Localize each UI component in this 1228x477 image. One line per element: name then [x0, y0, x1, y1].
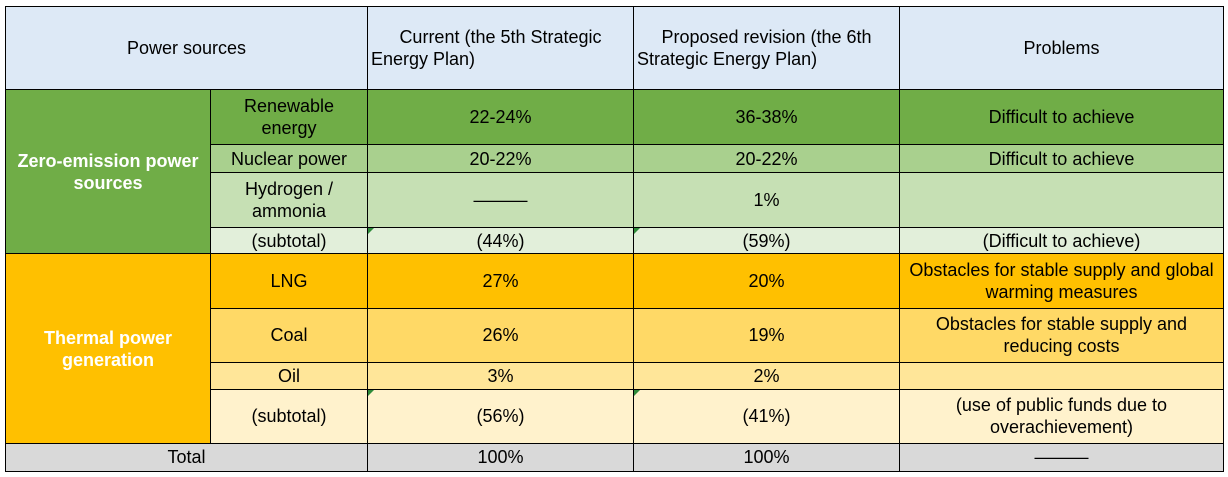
current-nuclear: 20-22%: [367, 144, 634, 174]
proposed-lng: 20%: [633, 253, 900, 309]
source-lng: LNG: [210, 253, 368, 309]
problem-lng: Obstacles for stable supply and global w…: [899, 253, 1224, 309]
source-hydrogen: Hydrogen / ammonia: [210, 172, 368, 229]
source-nuclear: Nuclear power: [210, 144, 368, 174]
current-renewable: 22-24%: [367, 89, 634, 146]
total-current: 100%: [367, 442, 634, 473]
current-zero-subtotal: (44%): [367, 227, 634, 255]
problem-hydrogen: [899, 172, 1224, 229]
header-row: Power sources Current (the 5th Strategic…: [5, 5, 1224, 91]
proposed-zero-subtotal: (59%): [633, 227, 900, 255]
proposed-thermal-subtotal: (41%): [633, 388, 900, 444]
problem-nuclear: Difficult to achieve: [899, 144, 1224, 174]
source-oil: Oil: [210, 361, 368, 390]
problem-coal: Obstacles for stable supply and reducing…: [899, 307, 1224, 363]
source-zero-subtotal: (subtotal): [210, 227, 368, 255]
table-row-thermal-subtotal: (subtotal) (56%) (41%) (use of public fu…: [6, 388, 1224, 444]
total-label: Total: [5, 442, 368, 473]
energy-mix-table: Power sources Current (the 5th Strategic…: [5, 5, 1224, 473]
table-row-oil: Oil 3% 2%: [6, 361, 1224, 390]
table-row-renewable: Zero-emission power sources Renewable en…: [5, 89, 1224, 255]
problem-oil: [899, 361, 1224, 390]
current-lng: 27%: [367, 253, 634, 309]
current-hydrogen: ———: [367, 172, 634, 229]
header-current-plan: Current (the 5th Strategic Energy Plan): [367, 5, 634, 91]
header-problems: Problems: [899, 5, 1224, 91]
problem-zero-subtotal: (Difficult to achieve): [899, 227, 1224, 255]
table-row-zero-subtotal: (subtotal) (44%) (59%) (Difficult to ach…: [6, 227, 1224, 255]
table-row-lng: Thermal power generation LNG 27% 20% Obs…: [5, 253, 1224, 444]
current-oil: 3%: [367, 361, 634, 390]
source-coal: Coal: [210, 307, 368, 363]
table-row-total: Total 100% 100% ———: [5, 442, 1224, 473]
total-problem: ———: [899, 442, 1224, 473]
table-row-hydrogen: Hydrogen / ammonia ——— 1%: [6, 172, 1224, 229]
header-power-sources: Power sources: [5, 5, 368, 91]
proposed-hydrogen: 1%: [633, 172, 900, 229]
current-thermal-subtotal: (56%): [367, 388, 634, 444]
proposed-coal: 19%: [633, 307, 900, 363]
table-row-coal: Coal 26% 19% Obstacles for stable supply…: [6, 307, 1224, 363]
problem-thermal-subtotal: (use of public funds due to overachievem…: [899, 388, 1224, 444]
group-thermal: Thermal power generation: [5, 253, 211, 444]
proposed-oil: 2%: [633, 361, 900, 390]
total-proposed: 100%: [633, 442, 900, 473]
current-coal: 26%: [367, 307, 634, 363]
proposed-nuclear: 20-22%: [633, 144, 900, 174]
proposed-renewable: 36-38%: [633, 89, 900, 146]
problem-renewable: Difficult to achieve: [899, 89, 1224, 146]
source-renewable: Renewable energy: [210, 89, 368, 146]
table-row-nuclear: Nuclear power 20-22% 20-22% Difficult to…: [6, 144, 1224, 174]
header-proposed-revision: Proposed revision (the 6th Strategic Ene…: [633, 5, 900, 91]
group-zero-emission: Zero-emission power sources: [5, 89, 211, 255]
source-thermal-subtotal: (subtotal): [210, 388, 368, 444]
